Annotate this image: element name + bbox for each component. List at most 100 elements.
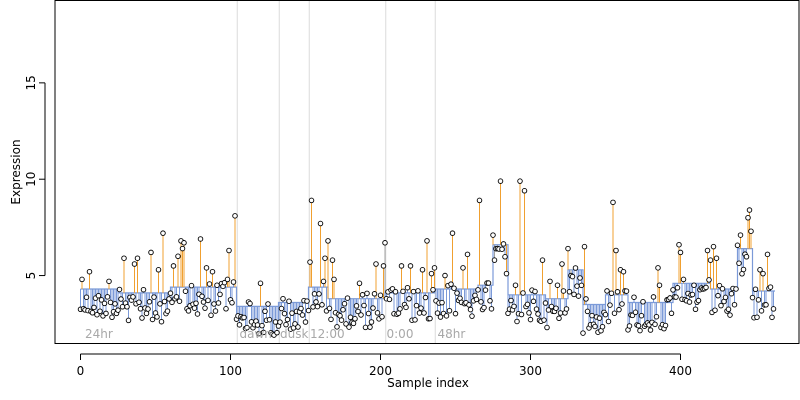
sample-point: [535, 311, 541, 317]
x-tick-label: 100: [219, 364, 242, 378]
x-axis: 0 100 200 300 400: [77, 353, 692, 378]
sample-point: [674, 285, 681, 291]
sample-point: [317, 220, 324, 227]
sample-point: [281, 310, 288, 317]
sample-point: [652, 321, 658, 328]
sample-point: [298, 305, 304, 312]
sample-point: [710, 243, 717, 250]
sample-point: [703, 284, 709, 291]
sample-point: [530, 298, 537, 305]
sample-point: [503, 270, 510, 277]
sample-point: [737, 232, 744, 238]
sample-point: [487, 298, 493, 304]
sample-point: [547, 278, 553, 285]
sample-point: [722, 294, 729, 301]
region-label: 0:00: [387, 327, 414, 341]
sample-point: [259, 322, 265, 329]
sample-point: [575, 293, 582, 299]
sample-point: [358, 312, 364, 318]
sample-point: [125, 317, 132, 324]
sample-point: [569, 273, 576, 280]
sample-point: [449, 230, 456, 236]
sample-point: [668, 310, 675, 317]
sample-point: [422, 294, 429, 301]
sample-point: [571, 291, 577, 298]
sample-point: [707, 257, 714, 263]
sample-point: [485, 280, 492, 286]
sample-point: [439, 299, 445, 306]
sample-point: [181, 240, 187, 246]
sample-point: [356, 280, 363, 287]
sample-point: [212, 308, 219, 314]
sample-point: [428, 270, 435, 277]
sample-point: [97, 308, 103, 314]
sample-point: [719, 286, 726, 292]
sample-point: [374, 310, 381, 316]
sample-point: [277, 319, 283, 325]
sample-point: [265, 301, 271, 307]
sample-point: [476, 197, 483, 204]
sample-point: [230, 279, 237, 285]
plot-frame: [54, 0, 800, 344]
sample-point: [491, 257, 498, 263]
sample-point: [400, 288, 406, 295]
sample-point: [577, 275, 583, 281]
sample-point: [488, 306, 495, 312]
sample-point: [112, 301, 118, 307]
sample-point: [599, 323, 606, 330]
sample-point: [454, 290, 460, 296]
y-tick-label: 10: [24, 172, 38, 187]
sample-point: [689, 291, 696, 298]
sample-point: [214, 282, 220, 288]
sample-point: [452, 310, 459, 317]
x-tick-label: 300: [519, 364, 542, 378]
sample-point: [202, 305, 208, 311]
sample-point: [364, 290, 370, 297]
sample-point: [232, 213, 238, 219]
region-labels: 24hr dawn dusk 12:00 0:00 48hr: [85, 327, 465, 341]
sample-point: [365, 310, 372, 317]
sample-point: [466, 302, 472, 308]
sample-point: [215, 300, 222, 306]
sample-point: [611, 310, 618, 316]
sample-point: [748, 228, 754, 234]
sample-point: [727, 312, 733, 318]
sample-point: [541, 317, 547, 323]
sample-point: [313, 299, 319, 305]
sample-point: [511, 303, 517, 310]
sample-point: [103, 310, 109, 317]
sample-point: [620, 268, 627, 275]
sample-point: [713, 255, 720, 261]
sample-point: [434, 310, 441, 316]
sample-point: [752, 286, 759, 293]
sample-point: [526, 310, 532, 316]
sample-point: [619, 301, 625, 307]
sample-point: [736, 260, 742, 266]
sample-point: [140, 286, 147, 293]
sample-point: [532, 288, 538, 295]
sample-point: [386, 296, 393, 303]
sample-point: [79, 276, 85, 283]
sample-point: [244, 324, 250, 331]
sample-point: [124, 304, 130, 310]
sample-point: [520, 290, 526, 296]
sample-point: [338, 317, 345, 323]
sample-point: [733, 286, 739, 292]
sample-point: [361, 302, 367, 309]
sample-point: [164, 308, 171, 314]
sample-point: [373, 261, 379, 267]
sample-point: [283, 321, 289, 328]
sample-point: [197, 236, 204, 242]
sample-point: [109, 314, 115, 321]
sample-point: [206, 281, 213, 287]
sample-point: [266, 316, 273, 323]
sample-point: [554, 282, 561, 288]
sample-point: [715, 292, 721, 299]
sample-point: [280, 295, 286, 302]
sample-point: [613, 247, 619, 254]
x-axis-title: Sample index: [387, 376, 469, 390]
sample-point: [101, 300, 108, 307]
sample-point: [607, 302, 613, 308]
region-dividers: [236, 1, 436, 343]
sample-point: [362, 324, 369, 331]
